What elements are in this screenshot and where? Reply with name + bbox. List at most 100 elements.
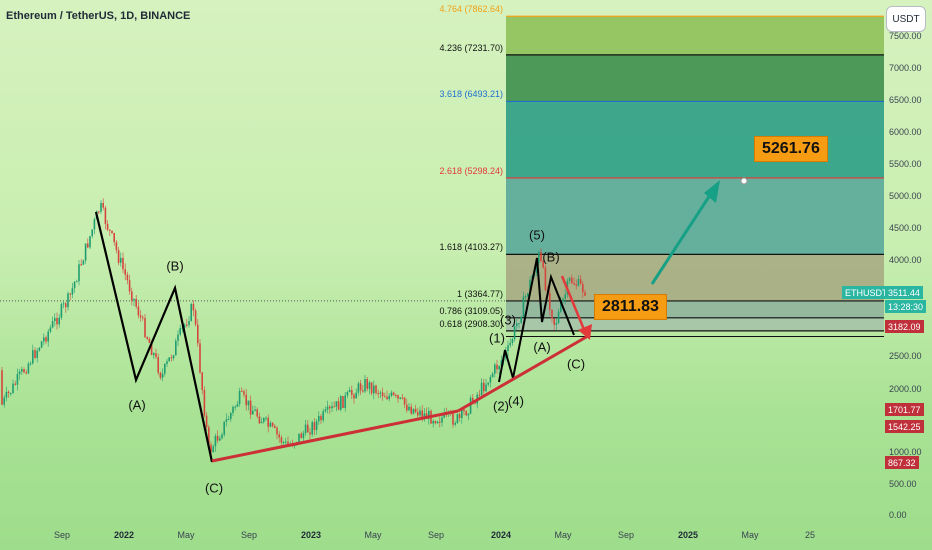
candle-body [520,316,522,324]
candle-body [164,363,166,374]
candle-body [271,422,274,426]
candle-body [128,280,131,292]
candle-body [45,337,47,342]
price-tick: 500.00 [889,479,917,489]
candle-body [47,331,49,342]
price-tick: 2500.00 [889,351,922,361]
candle-body [29,363,32,365]
candle-body [43,337,45,342]
candle-body [197,324,199,344]
candle-body [276,427,278,435]
candle-body [247,400,250,406]
candle-body [5,391,8,398]
candle-body [395,395,397,397]
candle-body [1,370,3,405]
candle-body [89,236,91,248]
candle-body [513,326,516,340]
candle-body [527,293,529,297]
candle-body [326,406,329,410]
candle-body [3,397,5,405]
candle-body [315,421,318,430]
candle-body [27,363,30,374]
candle-body [311,422,313,435]
candle-body [307,424,309,433]
candle-body [219,438,221,441]
candle-body [263,418,265,422]
candle-body [249,400,252,415]
candle-body [401,397,404,399]
candle-body [432,421,434,424]
candle-body [469,397,472,414]
candle-body [379,392,382,394]
fib-zone [506,54,884,102]
candle-body [21,369,23,372]
candle-body [16,374,19,385]
candle-body [199,343,201,373]
candle-body [571,277,573,283]
candle-body [560,301,562,312]
level-badge-3: 1542.25 [885,420,924,433]
candle-body [553,318,555,325]
candle-body [223,421,225,435]
candle-body [518,323,520,325]
candle-body [102,202,104,208]
candle-body [373,385,375,394]
wave-label: (A) [533,339,551,355]
candle-body [333,406,335,408]
fib-label: 2.618 (5298.24) [439,165,503,176]
candle-body [467,413,470,416]
candle-body [549,293,551,310]
time-tick: Sep [617,530,635,540]
down-arrow-head [578,324,592,340]
candle-body [436,421,439,424]
candle-body [348,389,351,393]
candle-body [203,390,206,416]
candle-body [399,397,401,399]
candle-body [355,392,357,399]
time-tick: Sep [427,530,445,540]
candle-body [172,355,175,359]
currency-button[interactable]: USDT [886,6,926,32]
candle-body [568,277,571,281]
fib-label: 0.618 (2908.30) [439,318,503,329]
candle-body [340,396,342,410]
candle-body [227,419,230,421]
wave-label: (C) [204,480,224,496]
candle-body [357,383,360,393]
candle-body [375,385,377,393]
candle-body [562,298,564,302]
time-tick: 2023 [300,530,322,540]
candle-body [441,417,443,423]
candle-body [225,419,228,422]
candle-body [76,281,78,283]
candle-body [133,298,135,301]
price-tick: 7500.00 [889,31,922,41]
candle-body [551,309,553,319]
candle-body [300,433,302,439]
wave-label: (2) [493,398,509,414]
candle-body [535,263,538,273]
candle-body [177,334,179,341]
candle-body [353,394,355,399]
current-price-badge: 3511.44 [885,286,923,299]
candle-body [335,401,338,407]
wave-abc-line [94,211,214,463]
target-callout: 5261.76 [754,136,828,162]
candle-body [159,372,162,378]
candle-body [544,267,547,291]
price-tick: 7000.00 [889,63,922,73]
candle-body [423,413,426,418]
candle-body [254,409,256,411]
candle-body [421,410,423,418]
candle-body [511,339,514,343]
candle-body [49,327,52,332]
candle-body [419,410,421,416]
wave-label: (3) [500,312,516,328]
candle-body [194,310,197,325]
candle-body [267,417,269,427]
candle-body [84,243,87,261]
symbol-badge: ETHUSDT [842,286,891,299]
candle-body [498,366,500,370]
candle-body [212,446,214,453]
